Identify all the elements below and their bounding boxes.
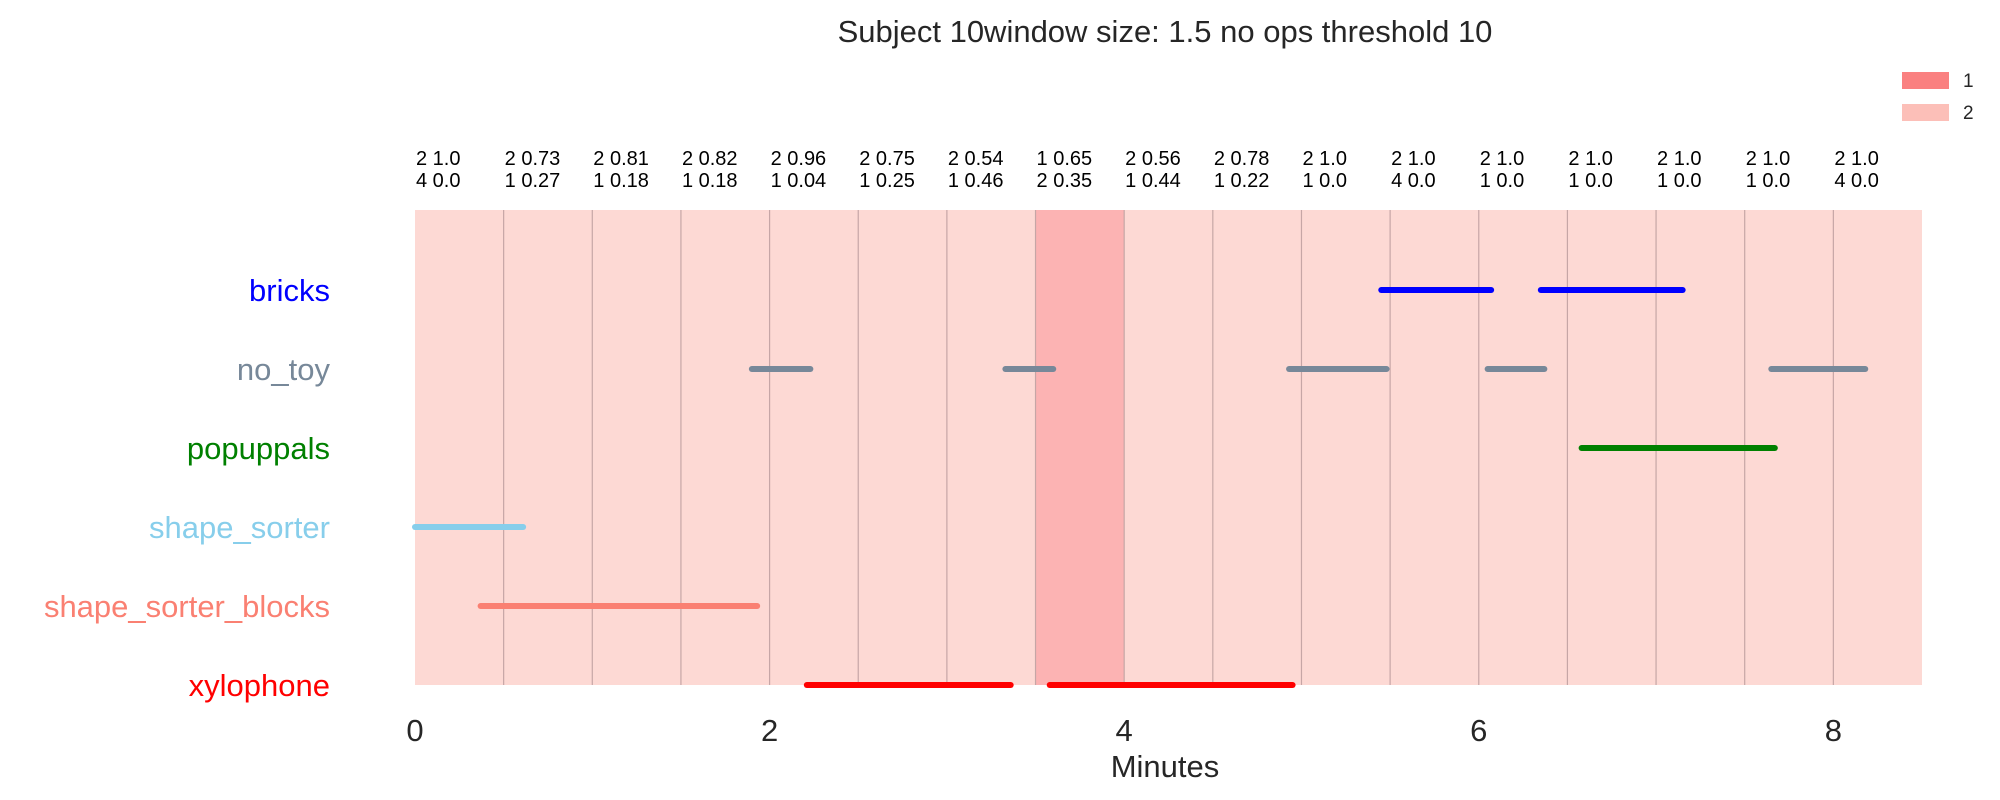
window-label-bottom: 1 0.0 [1746,170,1790,192]
window-band [1833,210,1922,685]
window-band [680,210,770,685]
window-label-bottom: 4 0.0 [1391,170,1435,192]
x-tick-label: 0 [406,713,423,748]
window-band [1124,210,1213,685]
window-label-bottom: 1 0.04 [771,170,827,192]
window-label-bottom: 1 0.18 [682,170,738,192]
window-label-top: 2 0.78 [1214,148,1270,170]
window-bands [415,210,1922,685]
window-band [415,210,504,685]
window-label-bottom: 2 0.35 [1037,170,1093,192]
window-label-top: 2 1.0 [1657,148,1701,170]
window-band [1478,210,1568,685]
x-tick-label: 6 [1470,713,1487,748]
window-label-bottom: 1 0.0 [1302,170,1346,192]
toy-label: popuppals [187,431,330,466]
window-label-top: 2 0.73 [505,148,561,170]
window-label-top: 2 1.0 [1302,148,1346,170]
toy-label: shape_sorter_blocks [44,589,330,624]
window-band [858,210,947,685]
window-label-bottom: 4 0.0 [416,170,460,192]
window-band [1212,210,1302,685]
window-band [769,210,859,685]
window-label-bottom: 1 0.0 [1657,170,1701,192]
window-label-top: 2 0.54 [948,148,1004,170]
window-label-bottom: 1 0.46 [948,170,1004,192]
window-label-bottom: 1 0.44 [1125,170,1181,192]
toy-labels: bricks no_toy popuppals shape_sorter shape_s… [44,273,331,703]
window-label-top: 2 1.0 [1746,148,1790,170]
x-tick-label: 8 [1825,713,1842,748]
window-label-bottom: 1 0.22 [1214,170,1270,192]
x-tick-label: 4 [1116,713,1133,748]
window-label-bottom: 1 0.0 [1568,170,1612,192]
window-band [1390,210,1479,685]
window-label-bottom: 1 0.27 [505,170,561,192]
window-label-top: 2 0.96 [771,148,827,170]
x-tick-label: 2 [761,713,778,748]
window-band [1035,210,1125,685]
window-label-top: 2 0.75 [859,148,915,170]
legend: 12 [1902,71,1974,124]
window-band [946,210,1036,685]
window-band [1301,210,1391,685]
legend-swatch [1902,72,1949,89]
window-label-top: 2 0.82 [682,148,738,170]
window-label-top: 2 1.0 [1391,148,1435,170]
toy-label: xylophone [189,668,330,703]
window-labels: 2 1.04 0.02 0.731 0.272 0.811 0.182 0.82… [416,148,1879,192]
window-label-bottom: 4 0.0 [1834,170,1878,192]
window-label-top: 2 1.0 [1834,148,1878,170]
x-axis-ticks: 0 2 4 6 8 [406,713,1842,748]
window-label-top: 2 1.0 [416,148,460,170]
window-label-top: 2 1.0 [1568,148,1612,170]
toy-label: bricks [249,273,330,308]
window-label-bottom: 1 0.18 [593,170,649,192]
toy-label: no_toy [237,352,331,387]
window-label-top: 2 0.81 [593,148,649,170]
window-label-bottom: 1 0.0 [1480,170,1524,192]
chart-title: Subject 10window size: 1.5 no ops thresh… [838,14,1493,49]
window-label-top: 1 0.65 [1037,148,1093,170]
window-label-bottom: 1 0.25 [859,170,915,192]
toy-segments [412,287,1869,688]
legend-swatch [1902,104,1949,121]
toy-label: shape_sorter [149,510,330,545]
window-band [592,210,681,685]
legend-label: 1 [1963,71,1974,92]
x-axis-title: Minutes [1111,749,1220,784]
window-label-top: 2 1.0 [1480,148,1524,170]
window-band [503,210,593,685]
legend-label: 2 [1963,103,1974,124]
window-label-top: 2 0.56 [1125,148,1181,170]
